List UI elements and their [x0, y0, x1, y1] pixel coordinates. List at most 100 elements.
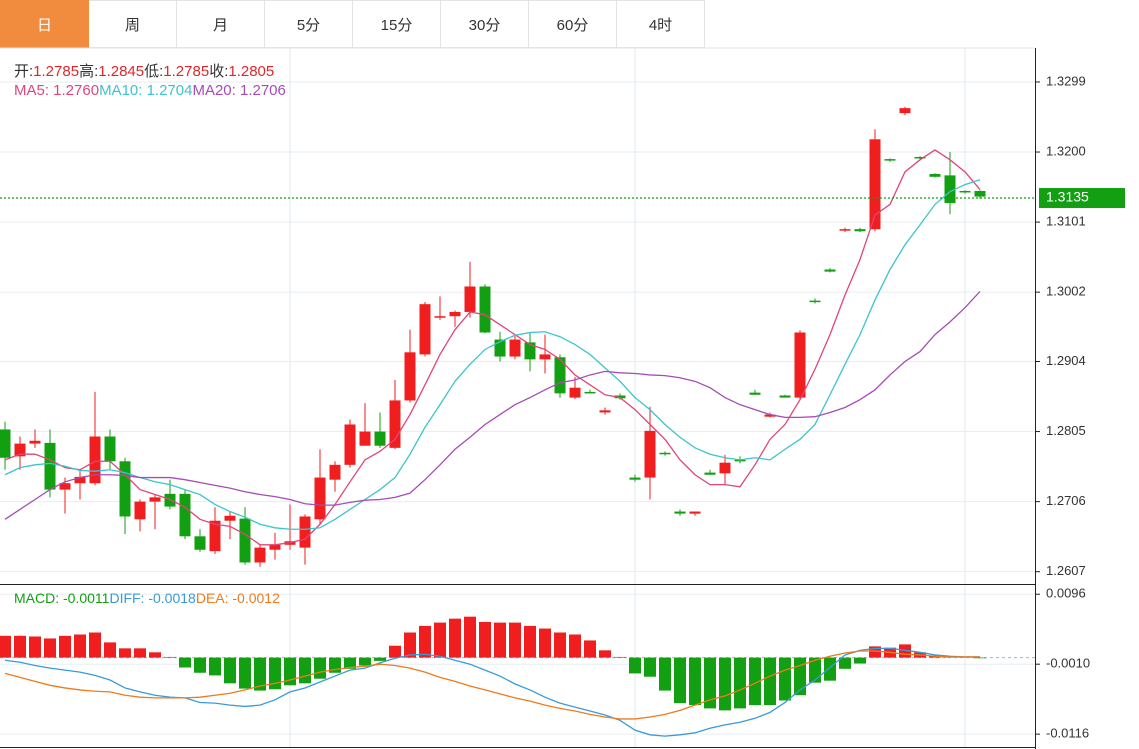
period-tab[interactable]: 30分 — [441, 0, 529, 48]
indicator-line — [4, 149, 981, 546]
macd-bar — [179, 657, 191, 668]
macd-bar — [719, 657, 731, 711]
candle-body — [659, 452, 671, 455]
candle-body — [194, 536, 206, 550]
candle-body — [404, 352, 416, 401]
macd-legend: MACD: -0.0011DIFF: -0.0018DEA: -0.0012 — [14, 590, 280, 606]
macd-bar — [449, 618, 461, 658]
candle-body — [479, 286, 491, 333]
candle-body — [629, 477, 641, 480]
candle-body — [929, 173, 941, 177]
macd-bar — [14, 635, 26, 658]
macd-bar — [809, 657, 821, 683]
candle-body — [149, 497, 161, 502]
candle-body — [704, 472, 716, 475]
macd-bar — [509, 622, 521, 658]
macd-bar — [854, 657, 866, 664]
macd-bar — [149, 652, 161, 658]
candle-body — [254, 547, 266, 563]
macd-bar — [479, 621, 491, 658]
y-tick-label: 1.3002 — [1046, 284, 1086, 299]
macd-bar — [689, 657, 701, 706]
macd-bar — [89, 632, 101, 658]
macd-bar — [119, 648, 131, 658]
indicator-line — [4, 650, 980, 720]
period-tab[interactable]: 日 — [0, 0, 89, 48]
candle-body — [119, 461, 131, 517]
macd-bar — [29, 636, 41, 658]
macd-bar — [869, 646, 881, 658]
macd-bar — [614, 656, 626, 658]
last-price-label: 1.3135 — [1046, 189, 1089, 205]
period-tab[interactable]: 4时 — [617, 0, 705, 48]
candle-body — [554, 357, 566, 394]
readout-label: 收: — [209, 63, 229, 80]
readout-value: 1.2805 — [228, 63, 275, 80]
readout-value: 1.2845 — [98, 63, 145, 80]
last-price-box — [1039, 188, 1125, 209]
macd-bar — [209, 657, 221, 676]
candle-body — [734, 459, 746, 462]
macd-bar — [44, 638, 56, 658]
macd-bar — [419, 625, 431, 658]
y-tick-label: -0.0116 — [1046, 726, 1089, 741]
candle-body — [74, 476, 86, 484]
macd-bar — [74, 634, 86, 658]
macd-bar — [839, 657, 851, 669]
candle-body — [854, 229, 866, 232]
legend-entry: DEA: -0.0012 — [195, 590, 280, 606]
macd-bar — [734, 657, 746, 709]
y-tick-label: 1.2607 — [1046, 563, 1086, 578]
candle-body — [884, 159, 896, 161]
macd-bar — [224, 657, 236, 684]
candle-body — [539, 354, 551, 360]
y-tick-label: 1.2904 — [1046, 353, 1086, 368]
candle-body — [899, 108, 911, 114]
macd-bar — [599, 650, 611, 658]
candle-body — [179, 493, 191, 537]
y-tick-label: 1.3200 — [1046, 143, 1086, 158]
candle-body — [269, 544, 281, 550]
macd-bar — [344, 657, 356, 669]
period-tab[interactable]: 15分 — [353, 0, 441, 48]
macd-bar — [569, 634, 581, 658]
period-tab[interactable]: 月 — [177, 0, 265, 48]
period-tab[interactable]: 60分 — [529, 0, 617, 48]
macd-bar — [404, 632, 416, 658]
candle-body — [944, 175, 956, 203]
candle-body — [0, 429, 11, 458]
readout-value: 1.2785 — [163, 63, 210, 80]
candle-body — [509, 339, 521, 357]
macd-bar — [539, 628, 551, 658]
candle-body — [959, 190, 971, 193]
legend-entry: MA10: 1.2704 — [99, 82, 193, 99]
macd-bar — [194, 657, 206, 673]
y-tick-label: -0.0010 — [1046, 656, 1090, 671]
macd-bar — [629, 657, 641, 674]
candle-body — [794, 332, 806, 398]
candle-body — [314, 477, 326, 520]
candle-body — [14, 443, 26, 457]
candle-body — [869, 139, 881, 230]
candle-body — [239, 518, 251, 563]
candle-body — [749, 392, 761, 395]
macd-bar — [314, 657, 326, 679]
candle-body — [599, 410, 611, 413]
candle-body — [914, 156, 926, 159]
readout-label: 低: — [144, 63, 164, 80]
candle-body — [674, 511, 686, 514]
candle-body — [374, 431, 386, 446]
macd-bar — [494, 622, 506, 658]
macd-bar — [764, 657, 776, 706]
candle-body — [104, 436, 116, 462]
indicator-line — [4, 290, 981, 520]
candle-body — [779, 395, 791, 398]
candle-body — [299, 516, 311, 548]
period-tab[interactable]: 5分 — [265, 0, 353, 48]
candle-body — [719, 462, 731, 474]
candle-body — [824, 269, 836, 272]
legend-entry: DIFF: -0.0018 — [109, 590, 196, 606]
legend-entry: MA20: 1.2706 — [192, 82, 286, 99]
